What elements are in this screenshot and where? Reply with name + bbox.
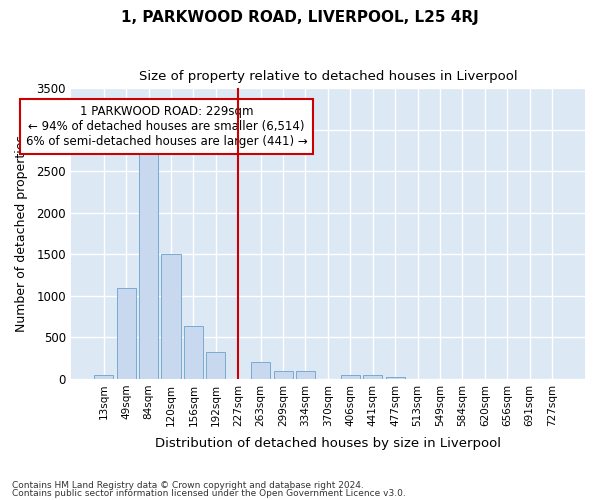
- Bar: [139, 134, 158, 379]
- Bar: [116, 288, 136, 379]
- Bar: [251, 362, 270, 379]
- Text: Contains public sector information licensed under the Open Government Licence v3: Contains public sector information licen…: [12, 488, 406, 498]
- Bar: [363, 375, 382, 379]
- Text: Contains HM Land Registry data © Crown copyright and database right 2024.: Contains HM Land Registry data © Crown c…: [12, 481, 364, 490]
- Y-axis label: Number of detached properties: Number of detached properties: [15, 135, 28, 332]
- Bar: [94, 375, 113, 379]
- Bar: [341, 375, 360, 379]
- Bar: [274, 372, 293, 379]
- Title: Size of property relative to detached houses in Liverpool: Size of property relative to detached ho…: [139, 70, 517, 83]
- Bar: [386, 377, 404, 379]
- Text: 1 PARKWOOD ROAD: 229sqm
← 94% of detached houses are smaller (6,514)
6% of semi-: 1 PARKWOOD ROAD: 229sqm ← 94% of detache…: [26, 105, 307, 148]
- Bar: [296, 370, 315, 379]
- Bar: [184, 326, 203, 379]
- Bar: [161, 254, 181, 379]
- Text: 1, PARKWOOD ROAD, LIVERPOOL, L25 4RJ: 1, PARKWOOD ROAD, LIVERPOOL, L25 4RJ: [121, 10, 479, 25]
- Bar: [206, 352, 226, 379]
- X-axis label: Distribution of detached houses by size in Liverpool: Distribution of detached houses by size …: [155, 437, 501, 450]
